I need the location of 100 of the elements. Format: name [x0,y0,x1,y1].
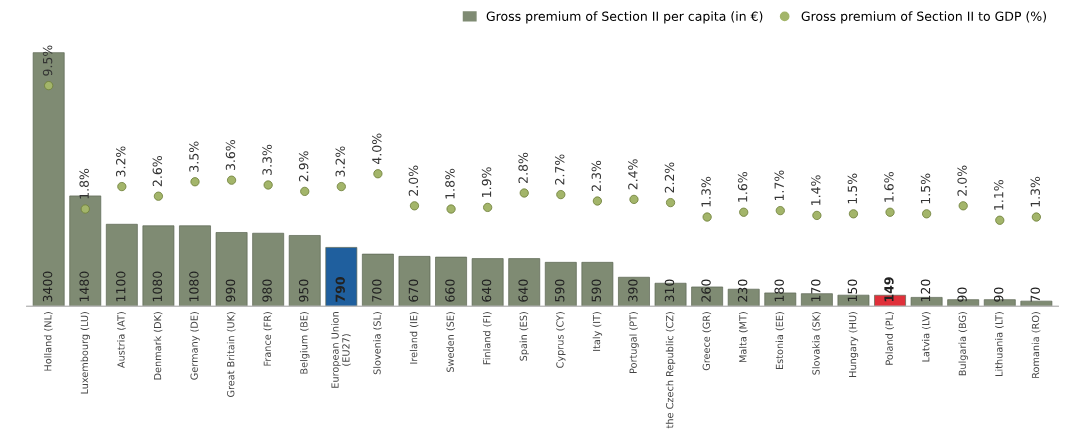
data-label: 1.5% [920,173,931,204]
bar [215,232,248,307]
bar [508,258,541,307]
x-tick-label: France (FR) [263,312,273,366]
x-tick-label: Italy (IT) [592,312,603,351]
bar [581,261,614,307]
data-label: 1.8% [445,168,455,199]
data-label: 149 [884,277,894,302]
data-label: 120 [920,279,931,302]
data-label: 2.7% [554,154,565,185]
data-label: 9.5% [42,45,53,76]
data-label: 670 [408,279,419,302]
x-tick-label: Belgium (BE) [300,312,310,374]
data-label: 2.8% [518,152,528,183]
x-tick-label: Slovenia (SL) [373,312,382,375]
data-label: 170 [811,279,821,302]
data-label: 1100 [116,271,126,302]
data-label: 90 [993,287,1004,302]
data-label: 790 [335,277,345,302]
x-tick-label: Latvia (LV) [921,312,931,362]
data-label: 2.9% [298,151,309,182]
x-tick-label: Malta (MT) [739,312,748,363]
bar [325,247,358,307]
x-tick-label: Germany (DE) [190,312,200,380]
data-label: 1.8% [79,168,89,199]
x-tick-label: European Union (EU27) [331,312,351,388]
x-tick-label: Cyprus (CY) [556,312,566,368]
bar [618,276,650,307]
bar [471,258,504,307]
data-label: 180 [774,279,784,302]
data-label: 1.7% [774,170,784,201]
bar [362,253,394,307]
data-label: 1.9% [481,167,492,197]
data-label: 390 [628,279,638,302]
x-tick-label: the Czech Republic (CZ) [665,312,676,429]
x-tick-label: Hungary (HU) [848,312,859,377]
data-label: 150 [847,279,858,302]
data-label: 1.1% [993,180,1004,210]
x-tick-label: Luxembourg (LU) [80,312,90,394]
x-tick-label: Romania (RO) [1031,312,1041,378]
x-tick-label: Denmark (DK) [153,312,163,380]
data-label: 3.2% [335,146,345,177]
bar [142,225,175,307]
bar [1020,300,1053,307]
x-tick-label: Spain (ES) [519,312,529,361]
data-label: 310 [664,279,675,302]
data-label: 1480 [79,271,89,302]
data-label: 3400 [42,271,53,302]
x-tick-label: Estonia (EE) [775,312,785,370]
data-label: 640 [518,279,528,302]
data-label: 1.6% [737,172,748,202]
bar [288,235,321,307]
data-label: 590 [591,279,602,302]
data-label: 1.4% [811,175,821,205]
legend-label: Gross premium of Section II to GDP (%) [801,11,1046,24]
x-tick-label: Bulgaria (BG) [958,312,968,376]
x-tick-label: Slovakia (SK) [812,312,821,375]
data-label: 700 [372,279,382,302]
data-label: 3.5% [189,141,199,172]
data-label: 1.6% [884,172,894,202]
x-tick-label: Portugal (PT) [629,312,639,373]
data-label: 70 [1030,287,1040,302]
data-label: 980 [262,279,272,302]
data-label: 2.6% [152,155,163,187]
bar [398,256,431,307]
data-label: 2.4% [628,159,638,190]
bar [179,225,211,307]
data-label: 2.2% [664,162,675,193]
data-label: 1080 [189,271,199,302]
data-label: 260 [701,279,711,302]
x-tick-label: Poland (PL) [885,312,894,365]
data-label: 3.6% [225,139,236,171]
data-label: 90 [957,287,967,302]
data-label: 660 [445,279,455,302]
bar [435,256,467,307]
data-label: 2.3% [591,160,602,191]
x-tick-label: Ireland (IE) [409,312,419,364]
x-tick-label: Austria (AT) [117,312,126,368]
data-label: 1.3% [1030,176,1040,207]
data-label: 640 [481,279,492,302]
bar [105,223,138,307]
x-tick-label: Sweden (SE) [446,312,456,372]
data-label: 1080 [152,271,163,302]
x-tick-label: Lithuania (LT) [995,312,1004,376]
data-label: 1.3% [701,176,711,207]
data-label: 3.3% [262,144,272,175]
x-tick-label: Finland (FI) [482,312,492,365]
bar [544,261,577,307]
data-label: 2.0% [408,165,419,196]
data-label: 1.5% [847,173,858,204]
data-label: 4.0% [372,133,382,165]
legend-label: Gross premium of Section II per capita (in €) [486,11,763,24]
x-tick-label: Great Britain (UK) [226,312,236,397]
data-label: 2.0% [957,165,967,196]
data-label: 950 [298,279,309,302]
data-label: 3.2% [116,146,126,177]
x-tick-label: Holland (NL) [43,312,53,371]
bar [252,232,285,307]
x-tick-label: Greece (GR) [702,312,712,371]
data-label: 230 [737,279,748,302]
